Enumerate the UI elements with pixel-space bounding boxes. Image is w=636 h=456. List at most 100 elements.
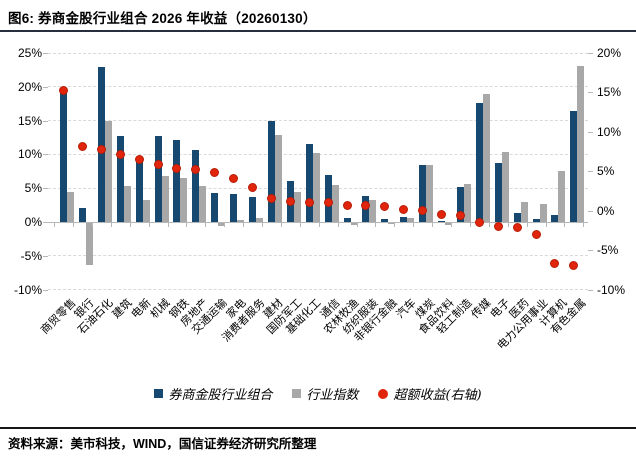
bar-chart: 25% 20% 15% 10% 5% 0% -5% -10% 20% 15% 10% 5% 0% -5% -…: [14, 45, 625, 352]
right-axis-label: 15%: [597, 85, 622, 100]
excess-return-dot: [361, 201, 371, 211]
bar-portfolio: [305, 144, 313, 222]
category-axis-tick: [73, 223, 74, 227]
excess-return-dot: [323, 198, 333, 208]
excess-return-dot: [191, 165, 201, 175]
excess-dot-icon: [378, 388, 389, 399]
right-axis-tick: [588, 250, 593, 252]
bar-portfolio: [211, 192, 219, 222]
category-axis-tick: [54, 223, 56, 227]
category-axis-tick: [186, 223, 188, 227]
bar-portfolio: [456, 186, 464, 222]
bar-index: [539, 203, 547, 222]
bar-index: [237, 219, 245, 222]
bar-index: [558, 171, 566, 222]
excess-return-dot: [531, 229, 541, 239]
bar-portfolio: [532, 218, 540, 222]
right-axis-label: -5%: [597, 243, 619, 258]
category-axis-tick: [337, 223, 339, 227]
legend-label: 券商金股行业组合: [168, 388, 273, 403]
bar-portfolio: [570, 111, 578, 222]
excess-return-dot: [229, 173, 239, 183]
category-axis-tick: [299, 223, 301, 227]
right-axis-tick: [588, 52, 593, 54]
title-rule: [0, 30, 636, 32]
bar-index: [180, 178, 188, 222]
right-axis-tick: [588, 210, 593, 212]
category-axis-tick: [148, 223, 150, 227]
bar-index: [520, 201, 528, 222]
bar-portfolio: [78, 207, 86, 222]
left-axis-label: 10%: [17, 147, 42, 162]
bar-portfolio: [513, 213, 521, 222]
left-axis-tick: [43, 188, 48, 190]
left-axis-tick: [43, 120, 48, 122]
bar-index: [85, 222, 93, 265]
bar-index: [482, 94, 490, 222]
bar-index: [577, 65, 585, 222]
left-axis-tick: [43, 222, 48, 223]
bar-portfolio: [381, 218, 389, 222]
right-axis-label: 10%: [597, 124, 622, 139]
x-axis-label: 商贸零售: [37, 296, 78, 337]
excess-return-dot: [418, 206, 428, 216]
excess-return-dot: [59, 85, 68, 95]
excess-return-dot: [550, 259, 560, 269]
footer-rule: [0, 427, 636, 429]
bar-index: [407, 217, 415, 222]
category-axis-tick: [432, 223, 434, 227]
category-axis-tick: [451, 223, 452, 227]
gridline: [48, 120, 588, 122]
left-axis-label: 25%: [17, 46, 42, 61]
excess-return-dot: [437, 210, 446, 220]
legend-label: 行业指数: [306, 388, 359, 403]
excess-return-dot: [455, 210, 465, 220]
bar-index: [67, 192, 74, 222]
bar-index: [463, 184, 471, 222]
category-axis-tick: [488, 223, 490, 227]
bar-portfolio: [551, 214, 559, 222]
category-axis-tick: [318, 223, 320, 227]
bar-portfolio: [494, 162, 502, 222]
left-axis-label: 5%: [24, 181, 42, 196]
bar-portfolio: [249, 196, 256, 222]
bar-index: [445, 222, 452, 225]
category-axis-tick: [394, 223, 396, 227]
category-axis-tick: [110, 223, 112, 227]
legend-item-index: 行业指数: [292, 384, 358, 403]
bar-portfolio: [192, 149, 200, 222]
bar-portfolio: [343, 217, 351, 222]
left-axis-label: -5%: [20, 248, 42, 263]
right-axis-tick: [588, 171, 593, 173]
bar-portfolio: [475, 103, 483, 222]
right-axis-label: 20%: [597, 45, 622, 60]
bar-portfolio: [60, 91, 67, 222]
category-axis-tick: [545, 223, 547, 227]
bar-portfolio: [438, 221, 445, 223]
bar-index: [388, 222, 396, 225]
left-axis-tick: [43, 255, 48, 257]
bar-portfolio: [267, 120, 275, 222]
category-axis: [48, 222, 588, 223]
left-axis-tick: [43, 53, 48, 55]
bar-index: [123, 185, 131, 222]
bar-index: [501, 151, 509, 222]
right-axis-label: 0%: [597, 203, 615, 218]
portfolio-swatch-icon: [154, 389, 164, 398]
category-axis-tick: [262, 223, 263, 227]
bar-index: [369, 200, 377, 222]
category-axis-tick: [583, 223, 585, 227]
excess-return-dot: [380, 202, 390, 212]
left-axis-tick: [43, 289, 48, 291]
bar-portfolio: [97, 67, 105, 222]
left-axis-label: 15%: [17, 113, 42, 128]
category-axis-tick: [280, 223, 282, 227]
chart-legend: 券商金股行业组合 行业指数 超额收益(右轴): [0, 384, 636, 403]
category-axis-tick: [413, 223, 415, 227]
gridline: [48, 86, 588, 88]
category-axis-tick: [356, 223, 358, 227]
category-axis-tick: [129, 223, 131, 227]
excess-return-dot: [285, 196, 295, 206]
excess-return-dot: [342, 200, 352, 210]
category-axis-tick: [507, 223, 509, 227]
